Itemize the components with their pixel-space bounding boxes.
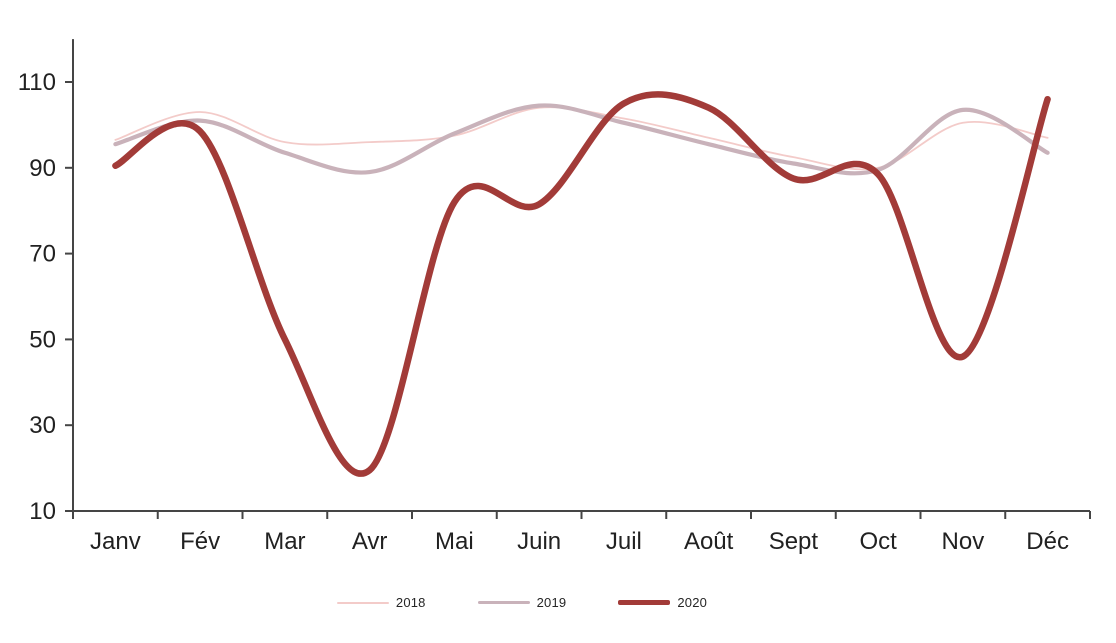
- chart-legend: 2018 2019 2020: [0, 595, 1080, 610]
- y-axis-label: 110: [18, 69, 56, 96]
- y-axis-label: 30: [29, 412, 56, 439]
- y-axis-label: 10: [29, 498, 56, 525]
- x-axis-label: Août: [684, 528, 734, 555]
- x-axis-label: Janv: [90, 528, 141, 555]
- legend-label-2018: 2018: [395, 595, 426, 610]
- x-axis-label: Avr: [352, 528, 388, 555]
- legend-line-2019-icon: [477, 601, 530, 604]
- x-axis-label: Juin: [517, 528, 561, 555]
- legend-line-2018-icon: [336, 601, 389, 604]
- y-axis-label: 70: [29, 241, 56, 268]
- x-axis-label: Fév: [180, 528, 220, 555]
- y-axis-label: 90: [29, 155, 56, 182]
- x-axis-label: Nov: [942, 528, 985, 555]
- legend-label-2020: 2020: [677, 595, 708, 610]
- x-axis-label: Sept: [769, 528, 819, 555]
- x-axis-label: Juil: [606, 528, 642, 555]
- series-line-2019: [113, 103, 1050, 176]
- legend-item-2018: 2018: [336, 595, 426, 610]
- x-axis-label: Mar: [264, 528, 305, 555]
- legend-item-2019: 2019: [477, 595, 567, 610]
- x-axis-label: Déc: [1026, 528, 1069, 555]
- legend-item-2020: 2020: [618, 595, 707, 610]
- x-axis-label: Mai: [435, 528, 474, 555]
- legend-label-2019: 2019: [536, 595, 567, 610]
- series-line-2020: [112, 91, 1051, 477]
- y-axis-label: 50: [29, 326, 56, 353]
- legend-line-2020-icon: [618, 600, 671, 605]
- line-chart: 110 90 70 50 30 10 Janv Fév Mar Avr Mai Juin Juil Aoû…: [18, 39, 1091, 555]
- x-axis-label: Oct: [859, 528, 897, 555]
